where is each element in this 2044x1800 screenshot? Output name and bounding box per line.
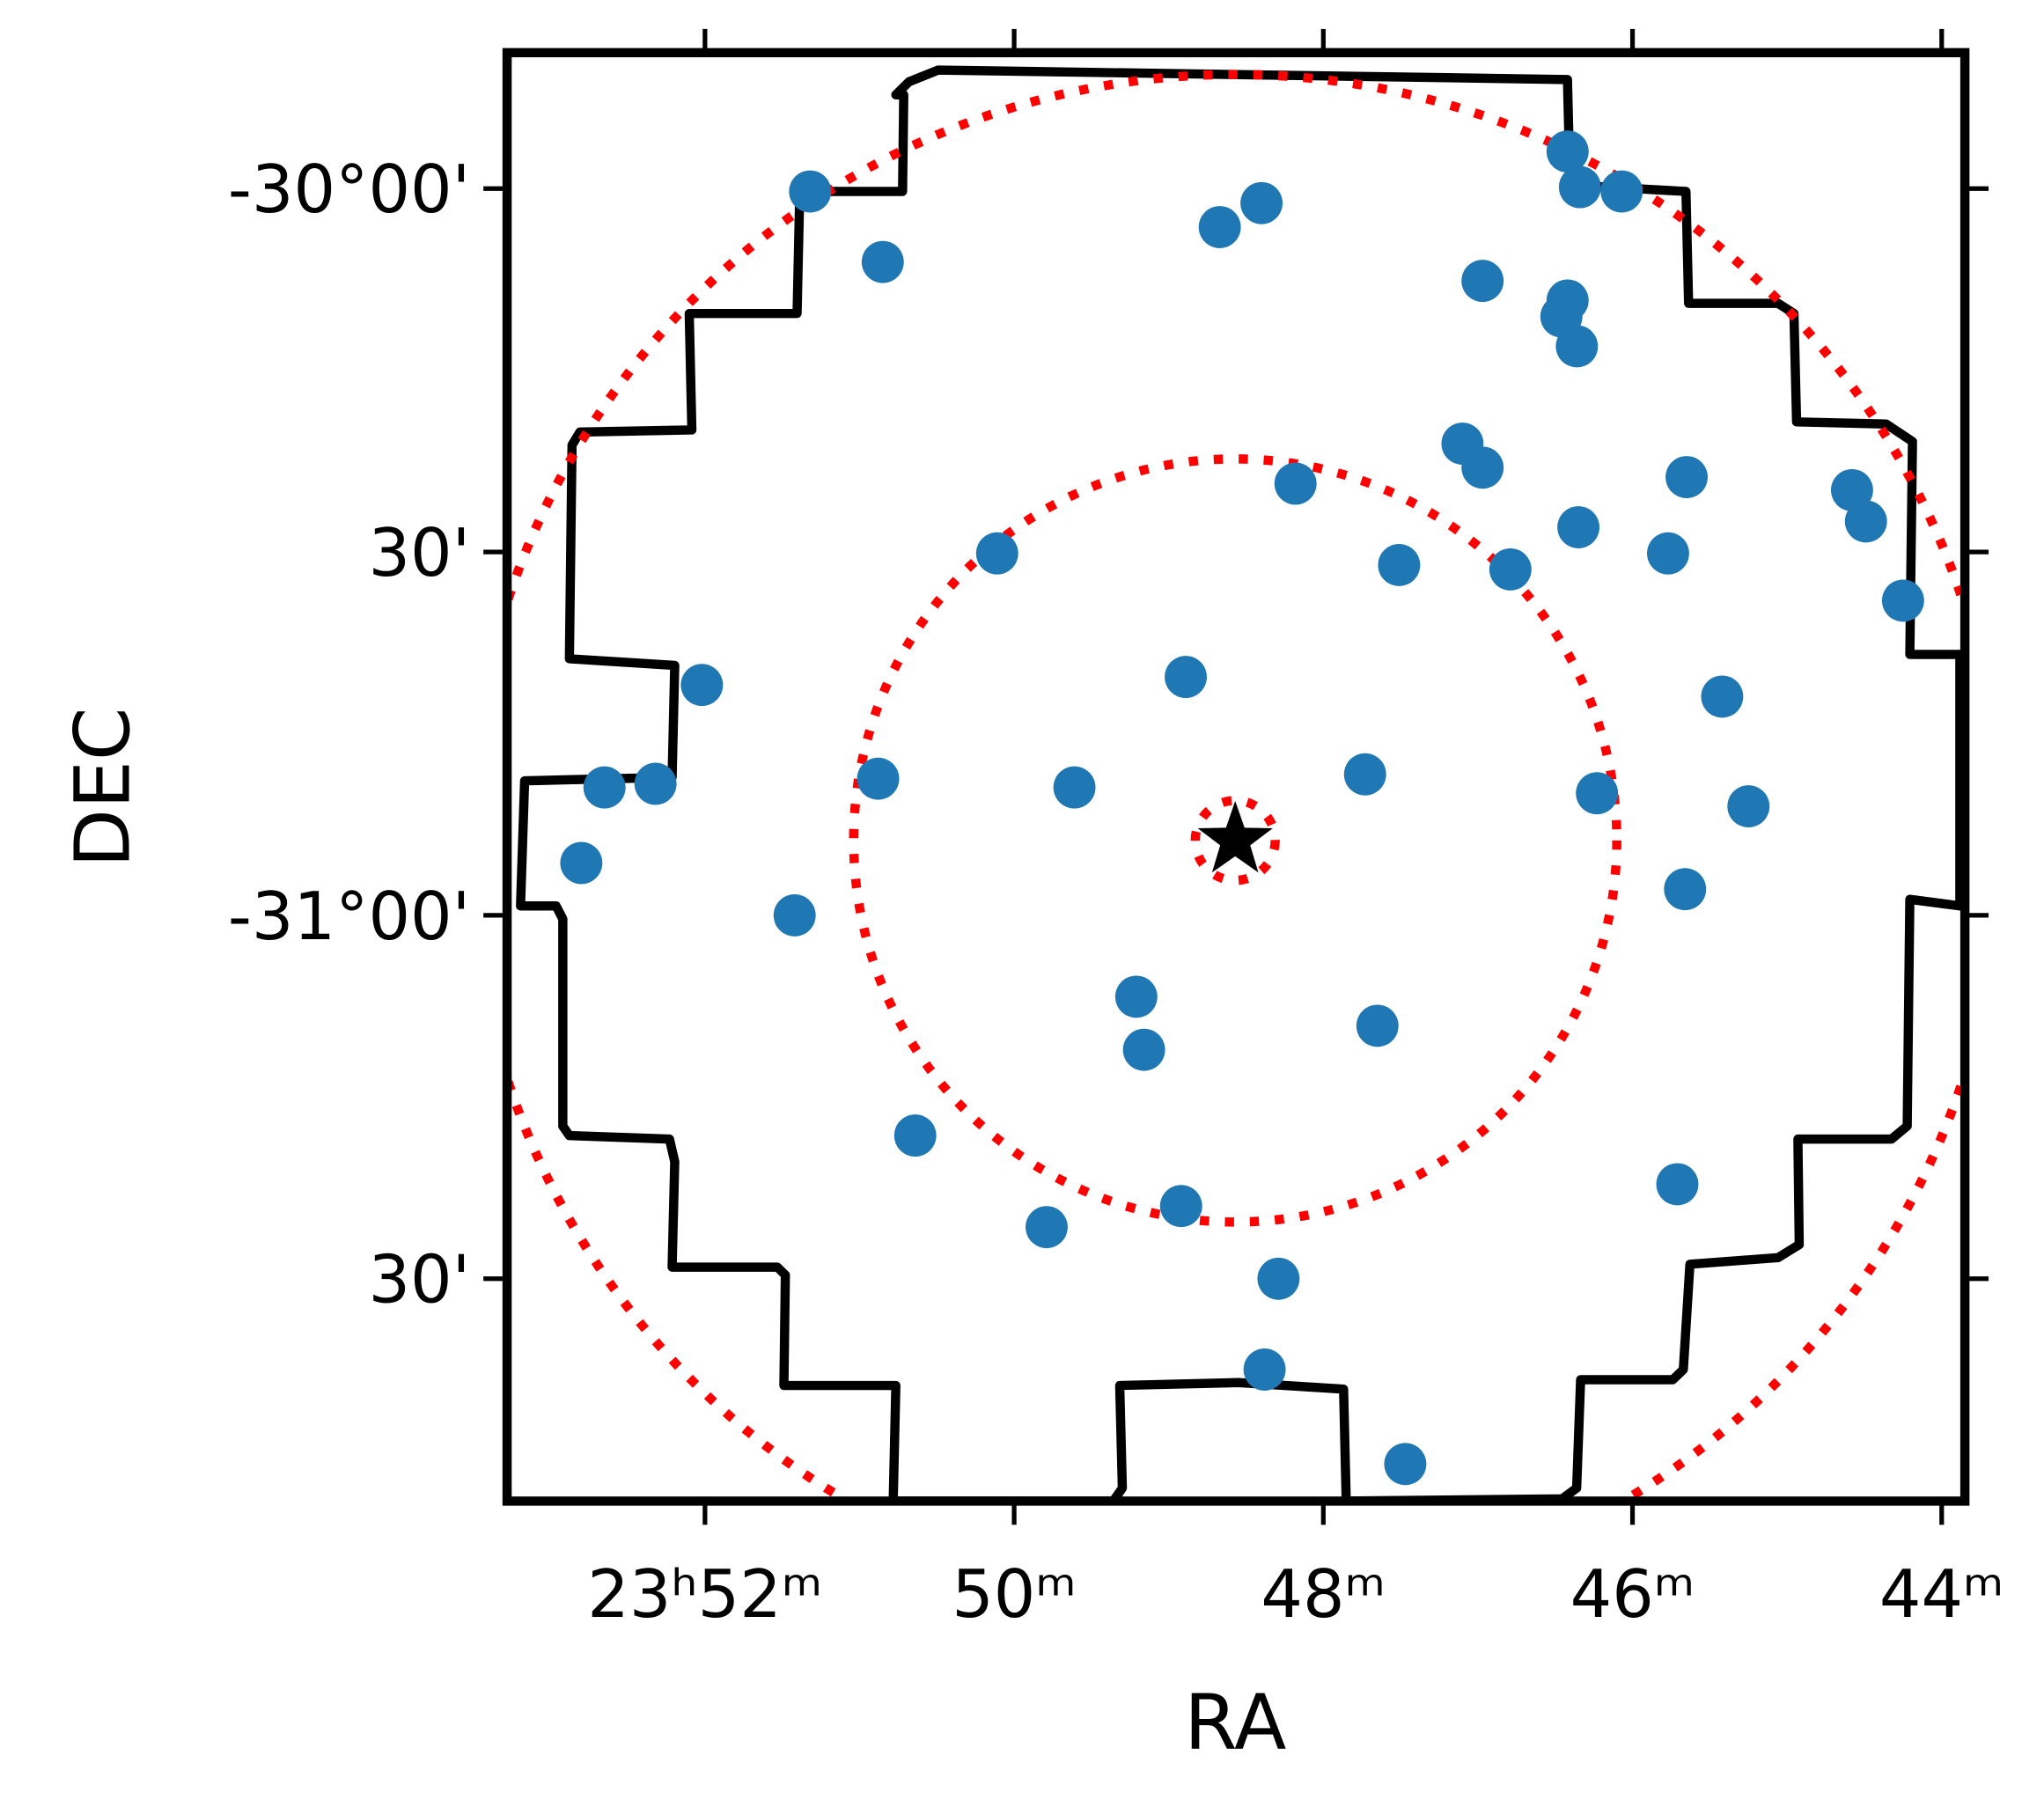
source-point (1274, 462, 1317, 505)
source-point (1159, 1185, 1202, 1228)
source-point (1647, 532, 1689, 575)
source-point (1664, 868, 1707, 911)
source-point (634, 762, 677, 805)
x-axis-label: RA (1184, 1679, 1286, 1767)
y-tick-label: 30' (368, 1242, 470, 1319)
source-point (583, 766, 626, 809)
source-point (1555, 325, 1599, 368)
footprint (516, 65, 1965, 1502)
x-tick-label: 44ᵐ (1879, 1556, 2004, 1633)
source-point (560, 841, 603, 885)
source-point (1384, 1443, 1427, 1486)
source-point (975, 532, 1018, 575)
source-point (1240, 181, 1283, 224)
y-tick-label: 30' (368, 515, 470, 591)
source-point (1122, 1028, 1165, 1071)
target-star (1197, 801, 1273, 873)
x-tick-label: 46ᵐ (1570, 1556, 1695, 1633)
source-point (1026, 1206, 1068, 1249)
source-point (1881, 579, 1924, 622)
source-point (1114, 975, 1158, 1018)
radius-ring (849, 454, 1621, 1227)
source-point (1461, 446, 1504, 489)
source-point (773, 893, 816, 937)
plot-area (507, 65, 1966, 1502)
x-tick-label: 48ᵐ (1261, 1556, 1386, 1633)
source-point (1727, 785, 1770, 828)
source-point (789, 170, 832, 213)
source-point (1243, 1348, 1286, 1391)
source-point (1489, 547, 1532, 591)
source-point (1165, 656, 1207, 699)
y-tick-label: -30°00' (228, 151, 470, 228)
source-point (1257, 1257, 1300, 1300)
source-point (893, 1114, 937, 1157)
source-point (1576, 772, 1619, 815)
source-point (1557, 506, 1600, 548)
radius-ring (1190, 796, 1280, 885)
source-point (1844, 500, 1887, 543)
plot-frame (502, 48, 1970, 1506)
source-point (1198, 206, 1241, 248)
source-point (1558, 165, 1601, 209)
source-point (1378, 544, 1421, 586)
x-tick-label: 23ʰ52ᵐ (587, 1556, 822, 1633)
y-axis-label: DEC (59, 708, 148, 868)
source-point (1656, 1163, 1699, 1206)
source-point (1546, 130, 1589, 173)
source-point (857, 757, 900, 800)
source-point (1600, 170, 1643, 213)
source-point (1461, 260, 1504, 303)
source-point (680, 664, 724, 707)
source-point (1356, 1004, 1399, 1047)
source-point (1701, 675, 1744, 718)
source-point (1053, 766, 1096, 809)
radius-ring (507, 70, 1966, 1502)
source-point (861, 240, 904, 283)
source-point (1665, 456, 1708, 498)
x-tick-label: 50ᵐ (952, 1556, 1077, 1633)
source-point (1343, 753, 1386, 796)
y-tick-label: -31°00' (228, 878, 470, 955)
